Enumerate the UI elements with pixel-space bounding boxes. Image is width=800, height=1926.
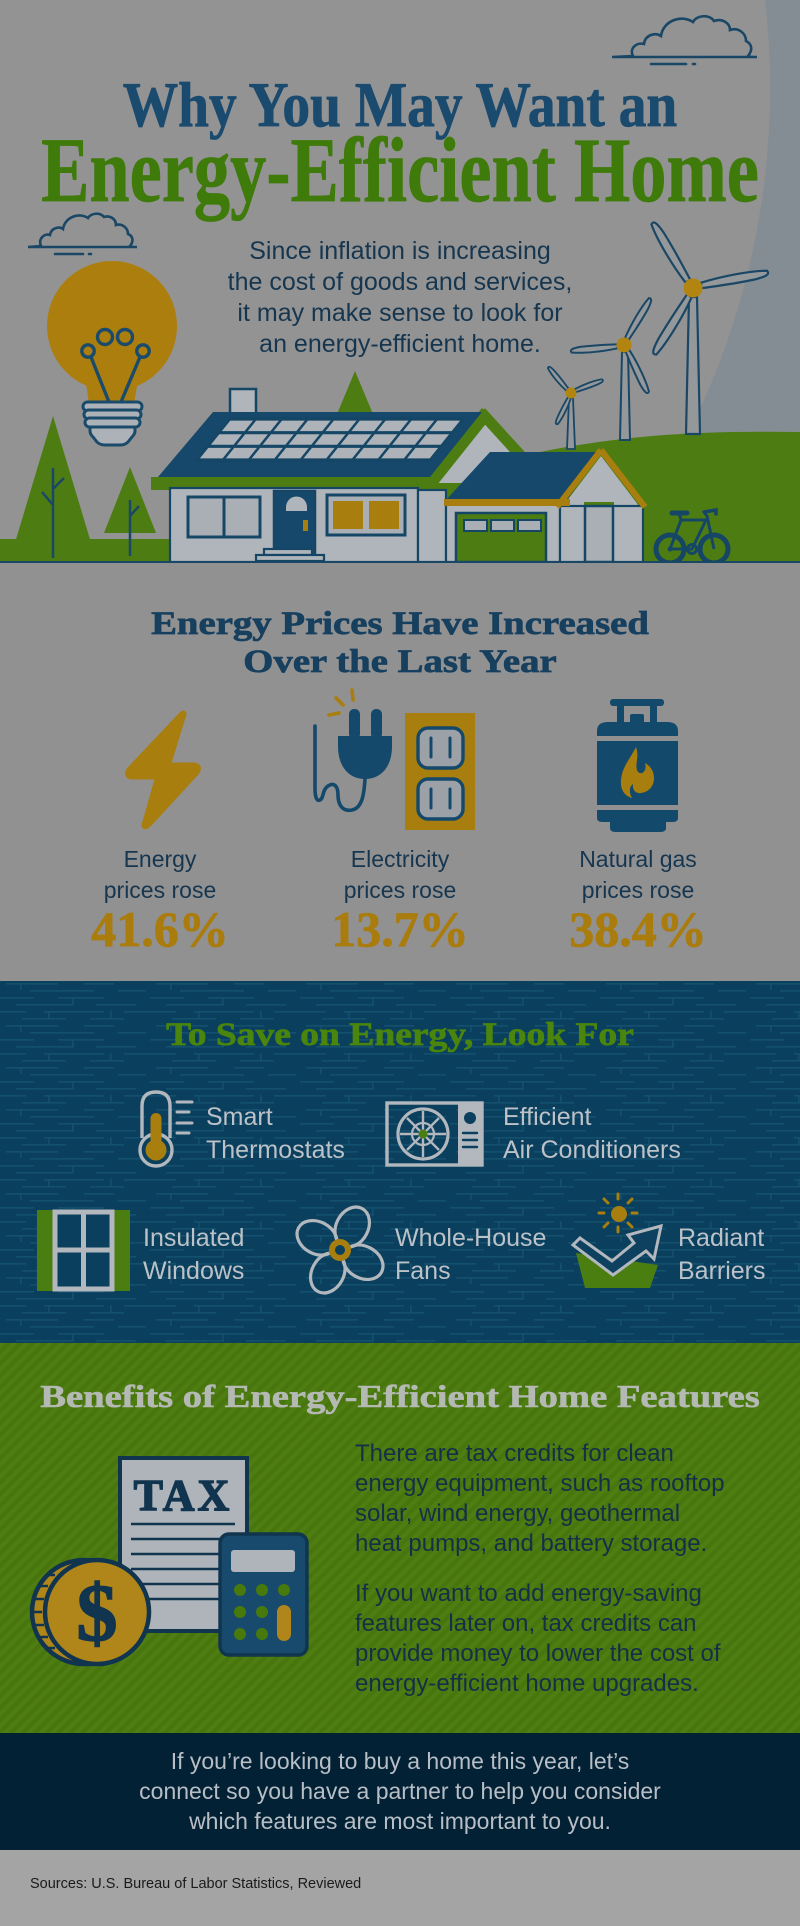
svg-text:TAX: TAX — [134, 1471, 233, 1520]
svg-text:$: $ — [77, 1567, 118, 1658]
